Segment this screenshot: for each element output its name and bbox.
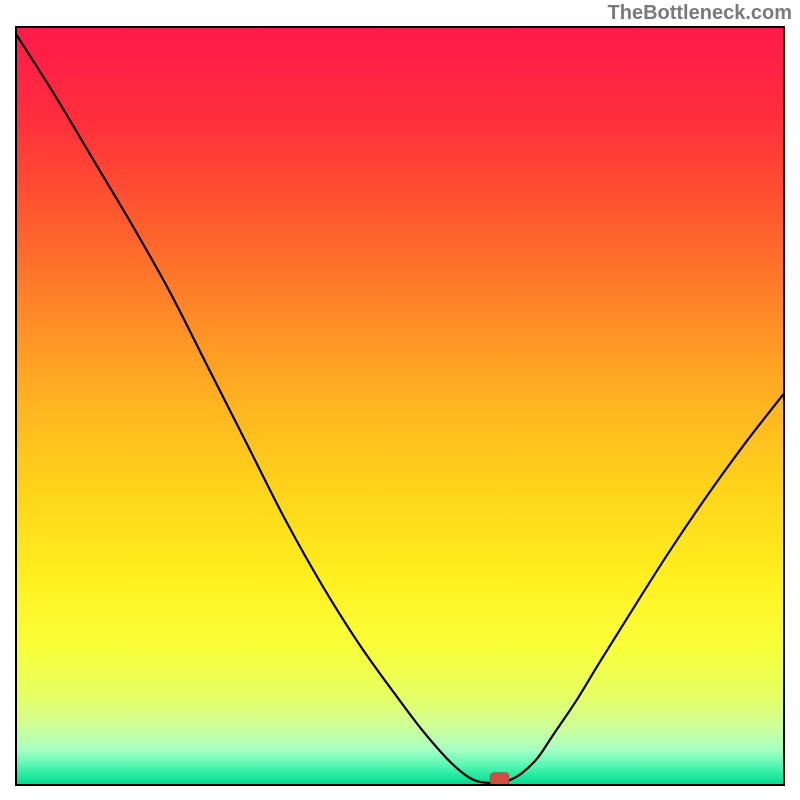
chart-frame: TheBottleneck.com [0,0,800,800]
watermark-text: TheBottleneck.com [608,2,792,25]
optimal-marker [490,773,508,784]
gradient-background [17,28,783,784]
plot-area [15,26,785,786]
chart-svg [17,28,783,784]
